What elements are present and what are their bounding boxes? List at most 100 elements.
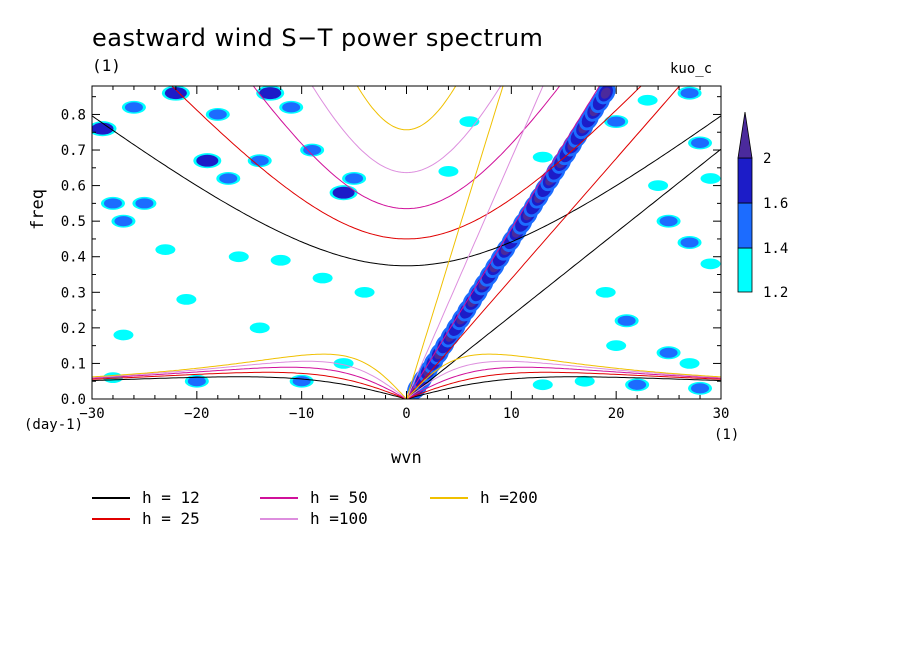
spectrum-patch [648, 180, 669, 191]
colorbar-label: 2 [763, 151, 771, 167]
spectrum-patch [438, 166, 459, 177]
spectrum-patch-core [345, 173, 364, 184]
axis-ticks: −30 −20 −10 0 10 20 30 0.0 0.1 0.2 0.3 0.4 0.5 0.6 0.7… [61, 86, 730, 422]
spectrum-patch-core [196, 154, 219, 167]
spectrum-patch [574, 375, 595, 387]
spectrum-patch-core [680, 88, 699, 99]
spectrum-patch-core [628, 379, 647, 390]
spectrum-patch [679, 358, 700, 369]
colorbar-segment [737, 247, 753, 293]
x-tick-label: 20 [608, 406, 625, 422]
y-tick-label: 0.1 [61, 356, 86, 372]
colorbar-extension [737, 111, 753, 159]
inertia-gravity-curve [171, 86, 642, 240]
kelvin-curve [406, 86, 601, 399]
spectrum-patch [155, 244, 176, 255]
y-tick-label: 0.2 [61, 321, 86, 337]
inertia-gravity-curve [356, 86, 457, 131]
legend-item-h200: h =200 [430, 488, 538, 507]
legend-label: h = 50 [310, 488, 368, 507]
spectrum-patch [249, 322, 270, 334]
spectrum-patch [532, 151, 553, 163]
y-tick-label: 0.6 [61, 179, 86, 195]
spectrum-patch [700, 173, 721, 184]
chart-subtitle-left: (1) [92, 56, 121, 75]
experiment-name: kuo_c [670, 61, 713, 77]
y-axis-unit: (day-1) [24, 417, 84, 433]
x-axis-unit: (1) [714, 427, 740, 443]
spectrum-patch [595, 286, 616, 298]
y-axis-label: freq [28, 189, 48, 230]
spectrum-patch-core [332, 186, 355, 199]
colorbar-label: 1.6 [763, 196, 788, 212]
inertia-gravity-curve [92, 115, 721, 267]
spectrum-patch-core [103, 198, 122, 209]
spectrum-patch [176, 294, 197, 305]
dispersion-curves [92, 86, 721, 399]
kelvin-curve [406, 86, 544, 399]
spectrum-patches [92, 86, 721, 395]
x-axis-label: wvn [391, 448, 422, 468]
spectrum-patch-core [607, 116, 626, 127]
colorbar-segment [737, 202, 753, 249]
colorbar-label: 1.4 [763, 241, 788, 257]
rossby-curve [92, 360, 721, 399]
spectrum-patch [312, 272, 333, 284]
x-tick-label: −30 [79, 406, 104, 422]
spectrum-patch-core [691, 383, 710, 394]
spectrum-patch [532, 379, 553, 391]
x-tick-label: −20 [184, 406, 209, 422]
inertia-gravity-curve [252, 86, 561, 210]
legend-item-h12: h = 12 [92, 488, 200, 507]
spectrum-patch-core [92, 122, 114, 135]
spectrum-patch [606, 340, 627, 351]
inertia-gravity-curve [311, 86, 502, 174]
spectrum-patch-core [208, 109, 227, 120]
spectrum-patch-core [292, 376, 311, 387]
y-tick-label: 0.8 [61, 107, 86, 123]
y-tick-label: 0.5 [61, 214, 86, 230]
legend-swatch [260, 496, 298, 499]
spectrum-patch-core [164, 87, 187, 100]
kelvin-curve [406, 148, 721, 399]
kelvin-curve [406, 86, 681, 399]
rossby-curve [92, 376, 721, 399]
y-tick-label: 0.0 [61, 392, 86, 408]
legend-label: h =200 [480, 488, 538, 507]
rossby-curve [92, 371, 721, 399]
spectrum-patch-core [659, 216, 678, 227]
spectrum-patch-core [114, 216, 133, 227]
spectrum-patch [113, 329, 134, 341]
x-tick-label: 0 [402, 406, 410, 422]
legend-swatch [92, 517, 130, 520]
spectrum-patch [354, 286, 375, 298]
spectrum-patch-core [219, 173, 238, 184]
y-tick-label: 0.7 [61, 143, 86, 159]
x-tick-label: 30 [713, 406, 730, 422]
rossby-curve [92, 366, 721, 399]
chart-title: eastward wind S−T power spectrum [92, 24, 544, 52]
plot-background [92, 86, 721, 399]
colorbar-label: 1.2 [763, 285, 788, 301]
x-tick-label: −10 [289, 406, 314, 422]
legend-label: h =100 [310, 509, 368, 528]
colorbar: 1.2 1.4 1.6 2 [737, 111, 788, 301]
spectrum-patch-core [617, 315, 636, 326]
legend-label: h = 25 [142, 509, 200, 528]
kelvin-band-core [600, 87, 611, 99]
colorbar-segment [737, 157, 753, 204]
spectrum-patch-core [135, 198, 154, 209]
rossby-curve [92, 353, 721, 399]
spectrum-patch-core [680, 237, 699, 248]
legend-item-h25: h = 25 [92, 509, 200, 528]
x-tick-label: 10 [503, 406, 520, 422]
spectrum-patch-core [659, 347, 678, 358]
kelvin-curve [406, 86, 504, 399]
legend-item-h50: h = 50 [260, 488, 368, 507]
legend-swatch [430, 496, 468, 499]
spectrum-patch [700, 258, 721, 270]
spectrum-patch [228, 251, 249, 263]
spectrum-patch-core [259, 87, 282, 100]
legend-swatch [92, 496, 130, 499]
